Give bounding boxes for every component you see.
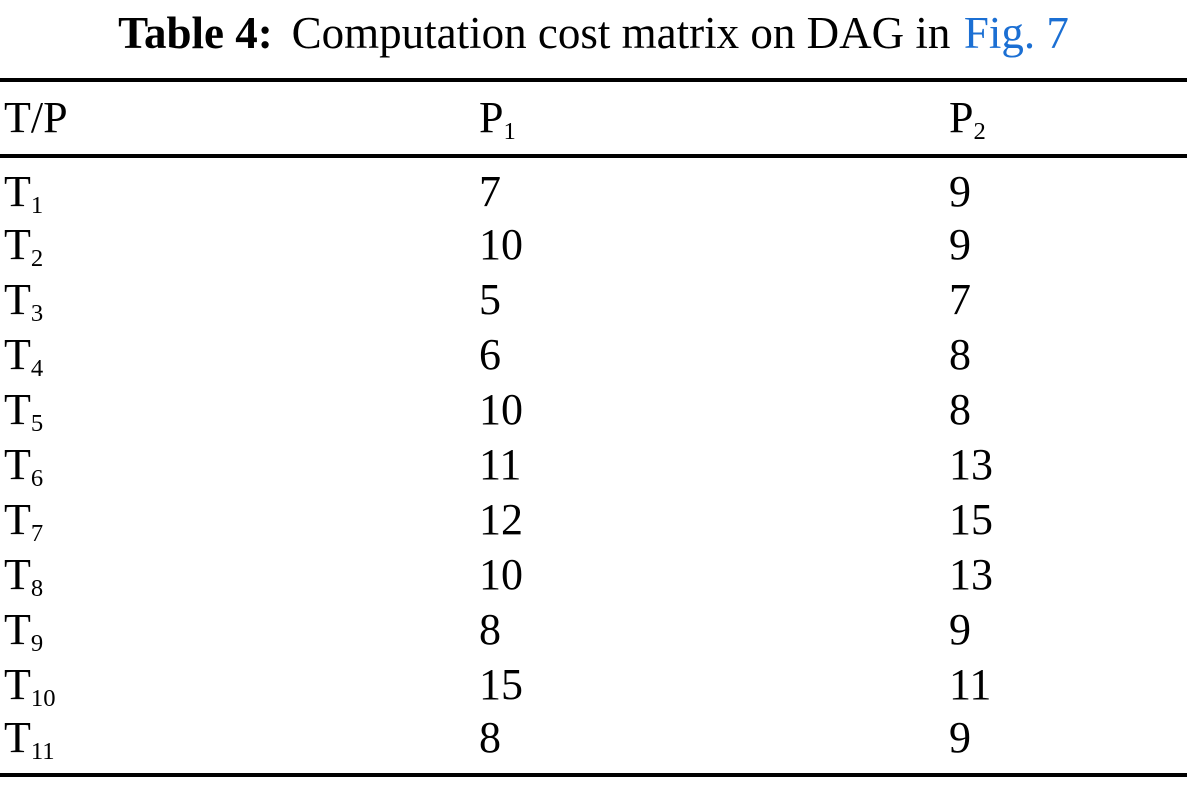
cost-cell-p2: 9 <box>949 712 971 762</box>
table-row: T10 15 11 <box>0 657 1187 712</box>
cost-cell-p1: 8 <box>479 712 501 762</box>
task-label: T <box>4 604 31 654</box>
task-label: T <box>4 439 31 489</box>
table-row: T4 6 8 <box>0 327 1187 382</box>
task-label-cell: T11 <box>0 712 475 775</box>
table-caption: Table 4: Computation cost matrix on DAG i… <box>0 6 1187 61</box>
cost-cell-p1: 6 <box>479 329 501 379</box>
header-cell-p1: P1 <box>479 93 516 146</box>
task-label-cell: T9 <box>0 602 475 657</box>
task-label-cell: T6 <box>0 437 475 492</box>
cost-cell-p1: 10 <box>479 384 523 434</box>
computation-cost-table: T/P P1 P2 T1 7 9 T2 10 9 T3 5 7 T4 6 8 T5 10 8 T6 11 13 T7… <box>0 78 1187 777</box>
task-subscript: 5 <box>30 409 44 437</box>
task-subscript: 7 <box>30 519 44 547</box>
p1-subscript: 1 <box>503 118 516 146</box>
task-subscript: 10 <box>30 684 56 712</box>
cost-cell-p2: 9 <box>949 219 971 269</box>
cost-cell-p2: 15 <box>949 494 993 544</box>
table-row: T7 12 15 <box>0 492 1187 547</box>
task-label-cell: T2 <box>0 217 475 272</box>
task-label: T <box>4 384 31 434</box>
cost-cell-p2: 8 <box>949 329 971 379</box>
task-label: T <box>4 219 31 269</box>
task-label-cell: T10 <box>0 657 475 712</box>
task-subscript: 4 <box>30 354 44 382</box>
cost-cell-p1: 11 <box>479 439 522 489</box>
cost-cell-p1: 7 <box>479 166 501 216</box>
task-label-cell: T5 <box>0 382 475 437</box>
task-label: T <box>4 329 31 379</box>
task-label-cell: T7 <box>0 492 475 547</box>
header-row: T/P P1 P2 <box>0 79 1187 156</box>
cost-cell-p1: 12 <box>479 494 523 544</box>
task-label: T <box>4 166 31 216</box>
cost-cell-p1: 8 <box>479 604 501 654</box>
table-row: T9 8 9 <box>0 602 1187 657</box>
task-label-cell: T3 <box>0 272 475 327</box>
task-label-cell: T1 <box>0 156 475 219</box>
cost-cell-p2: 7 <box>949 274 971 324</box>
cost-cell-p1: 15 <box>479 659 523 709</box>
table-row: T11 8 9 <box>0 712 1187 775</box>
cost-cell-p2: 13 <box>949 549 993 599</box>
cost-cell-p2: 13 <box>949 439 993 489</box>
cost-cell-p1: 10 <box>479 219 523 269</box>
cost-cell-p1: 10 <box>479 549 523 599</box>
task-label-cell: T4 <box>0 327 475 382</box>
header-cell-p2: P2 <box>949 93 986 146</box>
cost-cell-p2: 8 <box>949 384 971 434</box>
task-subscript: 3 <box>30 299 44 327</box>
task-subscript: 1 <box>30 191 44 219</box>
task-label-cell: T8 <box>0 547 475 602</box>
cost-cell-p2: 9 <box>949 604 971 654</box>
task-label: T <box>4 494 31 544</box>
cost-cell-p2: 9 <box>949 166 971 216</box>
task-label: T <box>4 659 31 709</box>
task-subscript: 9 <box>30 629 44 657</box>
table-row: T2 10 9 <box>0 217 1187 272</box>
task-label: T <box>4 549 31 599</box>
table-row: T8 10 13 <box>0 547 1187 602</box>
task-label: T <box>4 712 31 762</box>
cost-cell-p1: 5 <box>479 274 501 324</box>
task-subscript: 11 <box>30 737 55 765</box>
task-subscript: 8 <box>30 574 44 602</box>
table-body: T1 7 9 T2 10 9 T3 5 7 T4 6 8 T5 10 8 T6 11 13 T7 12 15 T8 10 13… <box>0 156 1187 775</box>
header-cell-task: T/P <box>4 93 68 143</box>
fig7-link[interactable]: Fig. 7 <box>963 8 1069 58</box>
table-caption-text: Computation cost matrix on DAG in <box>291 8 951 58</box>
table-row: T1 7 9 <box>0 156 1187 219</box>
table-row: T5 10 8 <box>0 382 1187 437</box>
table-row: T6 11 13 <box>0 437 1187 492</box>
table-caption-label: Table 4: <box>118 8 273 58</box>
task-label: T <box>4 274 31 324</box>
p2-subscript: 2 <box>973 118 986 146</box>
task-subscript: 2 <box>30 244 44 272</box>
task-subscript: 6 <box>30 464 44 492</box>
cost-cell-p2: 11 <box>949 659 992 709</box>
table-row: T3 5 7 <box>0 272 1187 327</box>
